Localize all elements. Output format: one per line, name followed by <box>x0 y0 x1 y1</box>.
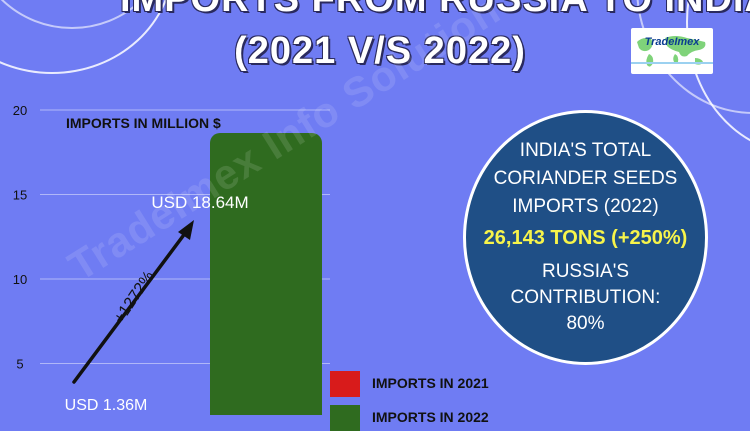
info-line: IMPORTS (2022) <box>512 196 659 217</box>
info-highlight: 26,143 TONS (+250%) <box>483 227 688 249</box>
y-tick-label: 10 <box>13 272 27 287</box>
info-line: RUSSIA'S <box>541 261 630 282</box>
bar-chart: 5 10 15 20 IMPORTS IN MILLION $ USD 1.36M US… <box>13 103 330 415</box>
brand-underline <box>631 62 713 64</box>
brand-logo: TradeImex <box>631 28 713 74</box>
info-line: CONTRIBUTION: <box>510 287 661 308</box>
y-tick-label: 15 <box>13 188 27 203</box>
page-title: IMPORTS FROM RUSSIA TO INDIA <box>120 0 750 21</box>
legend-swatch <box>330 405 360 431</box>
info-line: CORIANDER SEEDS <box>493 168 678 189</box>
data-label-2022: USD 18.64M <box>151 193 248 212</box>
legend-label: IMPORTS IN 2021 <box>372 375 489 391</box>
brand-name: TradeImex <box>644 36 700 48</box>
legend-swatch <box>330 371 360 397</box>
page-subtitle: (2021 V/S 2022) <box>234 30 526 72</box>
info-line: INDIA'S TOTAL <box>519 140 652 161</box>
growth-arrowhead <box>178 220 194 240</box>
info-circle: INDIA'S TOTAL CORIANDER SEEDS IMPORTS (2… <box>463 110 708 365</box>
bar-2022 <box>210 132 322 415</box>
chart-title: IMPORTS IN MILLION $ <box>66 115 221 131</box>
info-line: 80% <box>566 313 605 334</box>
growth-arrow <box>72 230 188 384</box>
data-label-2021: USD 1.36M <box>65 397 148 414</box>
legend-label: IMPORTS IN 2022 <box>372 409 489 425</box>
y-tick-label: 5 <box>16 357 23 372</box>
growth-label: +1272% <box>111 268 158 327</box>
y-tick-label: 20 <box>13 103 27 118</box>
